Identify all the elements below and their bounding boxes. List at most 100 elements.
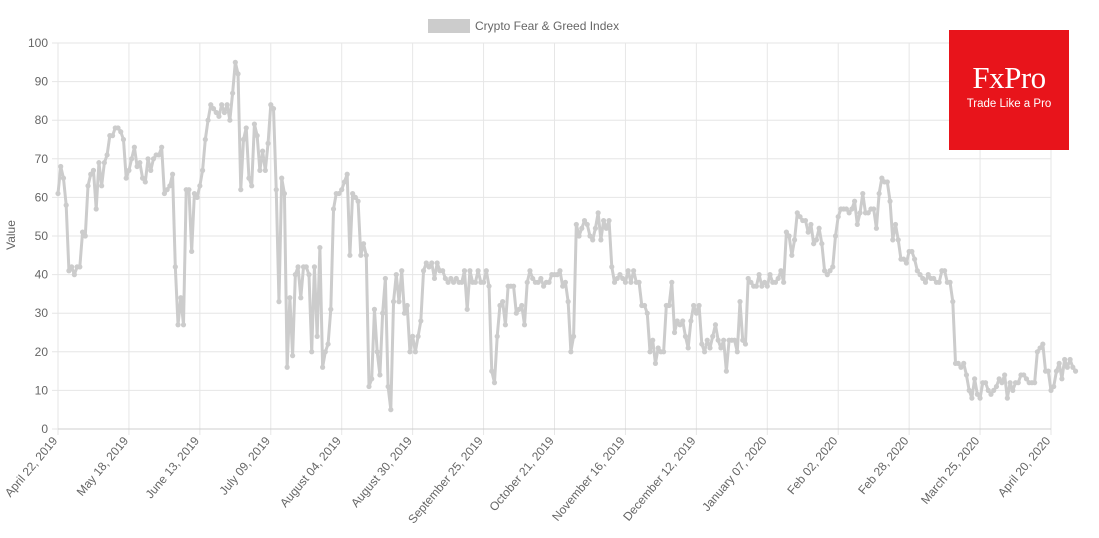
data-point xyxy=(1067,356,1073,363)
data-point xyxy=(966,387,972,393)
data-point xyxy=(79,229,86,235)
data-point xyxy=(666,302,672,309)
y-tick-label: 100 xyxy=(28,36,48,50)
data-point xyxy=(710,333,716,339)
data-point xyxy=(595,210,601,216)
data-point xyxy=(1034,349,1040,355)
data-point xyxy=(194,194,200,200)
x-tick-label: Feb 02, 2020 xyxy=(784,434,840,497)
data-point xyxy=(156,152,162,158)
data-point xyxy=(295,264,301,270)
data-point xyxy=(661,349,667,355)
data-point xyxy=(415,333,421,339)
data-point xyxy=(914,268,920,274)
data-point xyxy=(816,225,822,231)
data-point xyxy=(480,279,487,285)
data-point xyxy=(227,117,233,123)
data-point xyxy=(851,198,858,204)
data-point xyxy=(887,198,893,204)
data-point xyxy=(622,279,629,285)
data-point xyxy=(781,279,787,285)
data-point xyxy=(399,268,405,274)
data-point xyxy=(268,102,274,108)
data-point xyxy=(644,310,650,316)
data-point xyxy=(243,125,249,131)
data-point xyxy=(991,387,997,393)
data-point xyxy=(742,341,749,347)
data-point xyxy=(873,225,880,231)
data-point xyxy=(789,252,795,258)
data-point xyxy=(696,302,702,309)
data-point xyxy=(347,252,353,258)
data-point xyxy=(707,345,713,351)
data-point xyxy=(802,217,809,224)
y-tick-label: 90 xyxy=(35,75,49,89)
data-point xyxy=(977,395,983,401)
data-point xyxy=(249,183,255,189)
data-point xyxy=(314,333,320,339)
data-point xyxy=(429,260,435,266)
data-point xyxy=(63,202,69,208)
legend-swatch xyxy=(428,19,470,33)
data-point xyxy=(972,376,978,382)
data-point xyxy=(58,163,64,170)
legend[interactable]: Crypto Fear & Greed Index xyxy=(428,19,619,33)
data-point xyxy=(358,252,364,258)
data-point xyxy=(238,187,244,193)
data-point xyxy=(513,310,519,316)
data-point xyxy=(647,349,653,355)
data-point xyxy=(167,183,173,189)
data-point xyxy=(1056,360,1062,366)
y-tick-label: 20 xyxy=(35,345,49,359)
x-tick-label: May 18, 2019 xyxy=(74,434,132,499)
data-point xyxy=(191,190,198,197)
data-point xyxy=(718,345,724,351)
data-point xyxy=(442,275,448,282)
data-point xyxy=(317,244,323,251)
data-point xyxy=(229,90,236,96)
data-point xyxy=(576,233,582,239)
data-point xyxy=(205,117,211,123)
data-point xyxy=(339,187,345,193)
data-point xyxy=(77,264,83,270)
data-point xyxy=(890,237,896,243)
data-point xyxy=(93,206,99,212)
data-point xyxy=(821,268,828,274)
data-point xyxy=(1045,368,1051,374)
data-point xyxy=(175,322,181,328)
data-point xyxy=(592,225,599,231)
data-point xyxy=(355,198,361,204)
data-point xyxy=(311,264,318,270)
data-point xyxy=(126,167,132,173)
data-point xyxy=(540,283,547,289)
data-point xyxy=(715,337,721,343)
data-point xyxy=(445,279,451,285)
data-point xyxy=(401,310,408,316)
data-point xyxy=(1059,376,1065,382)
data-point xyxy=(554,272,560,278)
data-point xyxy=(450,279,457,285)
data-point xyxy=(631,268,637,274)
data-point xyxy=(202,136,208,143)
data-point xyxy=(393,272,399,278)
data-point xyxy=(996,376,1002,382)
data-point xyxy=(199,167,206,173)
data-point xyxy=(260,148,266,154)
data-point xyxy=(920,275,926,282)
data-point xyxy=(180,322,187,328)
data-point xyxy=(265,140,271,146)
data-point xyxy=(90,167,97,173)
data-point xyxy=(178,295,184,301)
data-point xyxy=(486,283,492,289)
data-point xyxy=(385,383,391,390)
data-point xyxy=(172,264,178,270)
data-point xyxy=(159,144,165,150)
data-point xyxy=(824,272,830,278)
data-point xyxy=(298,295,304,301)
data-point xyxy=(669,279,675,285)
data-point xyxy=(682,333,689,339)
data-point xyxy=(213,109,219,116)
x-tick-label: Feb 28, 2020 xyxy=(855,434,911,497)
data-point xyxy=(322,349,328,355)
